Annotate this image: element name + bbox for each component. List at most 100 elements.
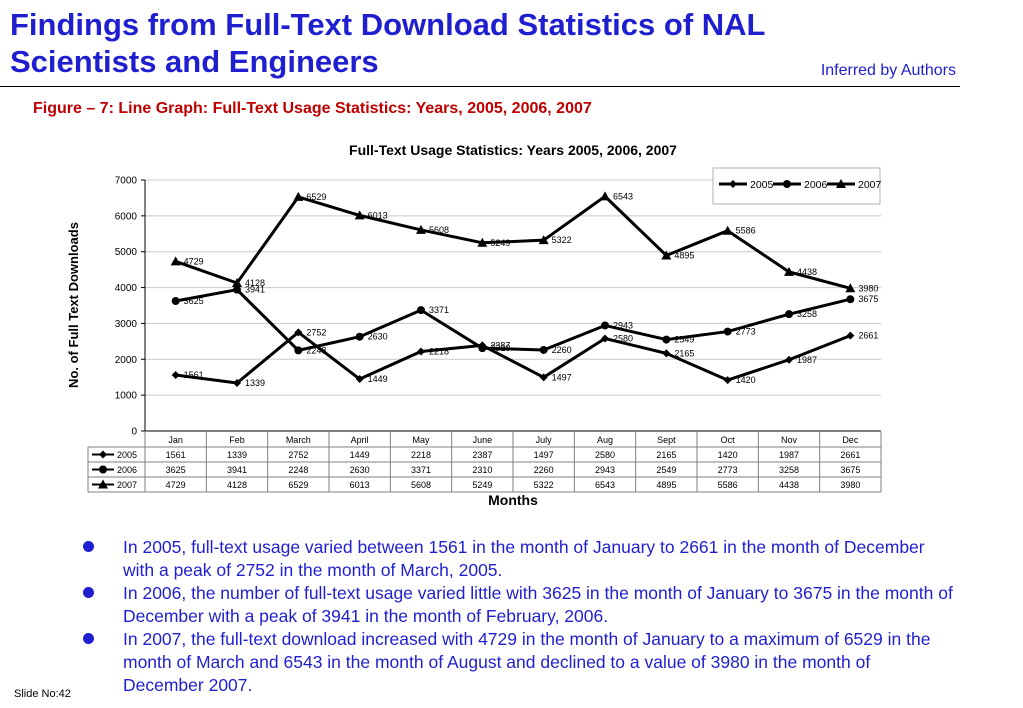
data-label-2005: 1339 <box>245 378 265 388</box>
data-point-2005 <box>171 371 180 380</box>
data-point-2005 <box>417 347 425 356</box>
table-cell: 2310 <box>472 465 492 475</box>
y-tick-label: 4000 <box>115 283 138 294</box>
data-label-2007: 6529 <box>306 192 326 202</box>
data-label-2006: 2773 <box>736 327 756 337</box>
data-label-2005: 1561 <box>184 370 204 380</box>
data-label-2007: 4729 <box>184 256 204 266</box>
data-label-2005: 2580 <box>613 333 633 343</box>
data-point-2005 <box>294 328 303 337</box>
data-point-2006 <box>601 321 609 330</box>
data-point-2006 <box>662 335 671 344</box>
data-point-2006 <box>846 295 855 304</box>
data-label-2006: 3625 <box>184 296 204 306</box>
data-point-2005 <box>846 331 855 340</box>
table-cell: 3980 <box>840 480 860 490</box>
table-cell: 1339 <box>227 450 247 460</box>
bullet-dot-icon <box>83 541 94 552</box>
legend-marker-2007 <box>836 179 846 188</box>
data-point-2006 <box>171 297 180 306</box>
y-tick-label: 1000 <box>115 391 138 402</box>
bullet-dot-icon <box>83 587 94 598</box>
table-cell: 3371 <box>411 465 431 475</box>
data-point-2006 <box>539 345 548 354</box>
data-label-2005: 1420 <box>736 375 756 385</box>
bullet-dot-icon <box>83 633 94 644</box>
data-point-2006 <box>417 306 425 315</box>
table-cell: 3625 <box>166 465 186 475</box>
y-tick-label: 7000 <box>115 176 138 187</box>
data-point-2007 <box>232 277 242 287</box>
data-label-2005: 1449 <box>368 374 388 384</box>
legend-label-2006: 2006 <box>804 179 828 191</box>
x-axis-label: Months <box>488 492 538 508</box>
data-point-2007 <box>477 237 488 247</box>
x-tick-label: Nov <box>781 435 798 445</box>
data-label-2007: 5586 <box>736 226 756 236</box>
data-point-2007 <box>538 235 549 245</box>
table-cell: 1449 <box>350 450 370 460</box>
y-tick-label: 0 <box>131 427 137 438</box>
data-point-2005 <box>662 349 671 358</box>
x-tick-label: Dec <box>842 435 859 445</box>
data-point-2007 <box>661 250 672 260</box>
x-tick-label: Aug <box>597 435 613 445</box>
table-cell: 2661 <box>840 450 860 460</box>
y-axis-label: No. of Full Text Downloads <box>66 222 81 388</box>
data-label-2005: 2218 <box>429 346 449 356</box>
finding-2007: In 2007, the full-text download increase… <box>83 628 953 697</box>
table-cell: 2773 <box>718 465 738 475</box>
finding-2006: In 2006, the number of full-text usage v… <box>83 582 953 628</box>
table-cell: 2752 <box>288 450 308 460</box>
data-label-2005: 2387 <box>490 340 510 350</box>
table-cell: 2218 <box>411 450 431 460</box>
table-cell: 2630 <box>350 465 370 475</box>
data-point-2007 <box>722 225 733 235</box>
findings-list: In 2005, full-text usage varied between … <box>83 536 953 697</box>
data-label-2007: 3980 <box>858 283 878 293</box>
table-cell: 3258 <box>779 465 799 475</box>
table-cell: 2549 <box>656 465 676 475</box>
x-tick-label: May <box>412 435 430 445</box>
table-cell: 2387 <box>472 450 492 460</box>
data-label-2006: 3258 <box>797 309 817 319</box>
data-label-2006: 3675 <box>858 294 878 304</box>
table-cell: 2165 <box>656 450 676 460</box>
table-cell: 2943 <box>595 465 615 475</box>
table-cell: 5249 <box>472 480 492 490</box>
table-key-marker-2005 <box>99 450 107 459</box>
y-tick-label: 2000 <box>115 355 138 366</box>
table-row-label: 2005 <box>117 450 137 460</box>
data-label-2006: 2630 <box>368 332 388 342</box>
table-key-marker-2007 <box>98 479 108 489</box>
data-label-2006: 3371 <box>429 305 449 315</box>
x-tick-label: March <box>286 435 311 445</box>
data-label-2006: 2248 <box>306 345 326 355</box>
table-cell: 6543 <box>595 480 615 490</box>
data-point-2007 <box>600 191 610 201</box>
line-chart: Full-Text Usage Statistics: Years 2005, … <box>66 142 882 508</box>
inferred-note: Inferred by Authors <box>820 62 956 79</box>
table-cell: 1561 <box>166 450 186 460</box>
data-label-2007: 4128 <box>245 278 265 288</box>
legend-label-2007: 2007 <box>858 179 882 191</box>
data-label-2007: 4895 <box>674 250 694 260</box>
x-tick-label: June <box>473 435 493 445</box>
table-cell: 3675 <box>840 465 860 475</box>
x-tick-label: Oct <box>721 435 736 445</box>
x-tick-label: Feb <box>229 435 245 445</box>
x-tick-label: Jan <box>168 435 183 445</box>
data-label-2005: 1987 <box>797 355 817 365</box>
data-point-2006 <box>478 344 487 353</box>
data-label-2007: 6543 <box>613 191 633 201</box>
data-label-2006: 2260 <box>552 345 572 355</box>
finding-text: In 2007, the full-text download increase… <box>123 629 931 695</box>
table-cell: 4729 <box>166 480 186 490</box>
table-cell: 6529 <box>288 480 308 490</box>
data-point-2007 <box>170 256 181 266</box>
data-label-2005: 2165 <box>674 348 694 358</box>
data-label-2007: 5608 <box>429 225 449 235</box>
x-tick-label: Sept <box>657 435 676 445</box>
data-label-2006: 2943 <box>613 320 633 330</box>
table-cell: 3941 <box>227 465 247 475</box>
